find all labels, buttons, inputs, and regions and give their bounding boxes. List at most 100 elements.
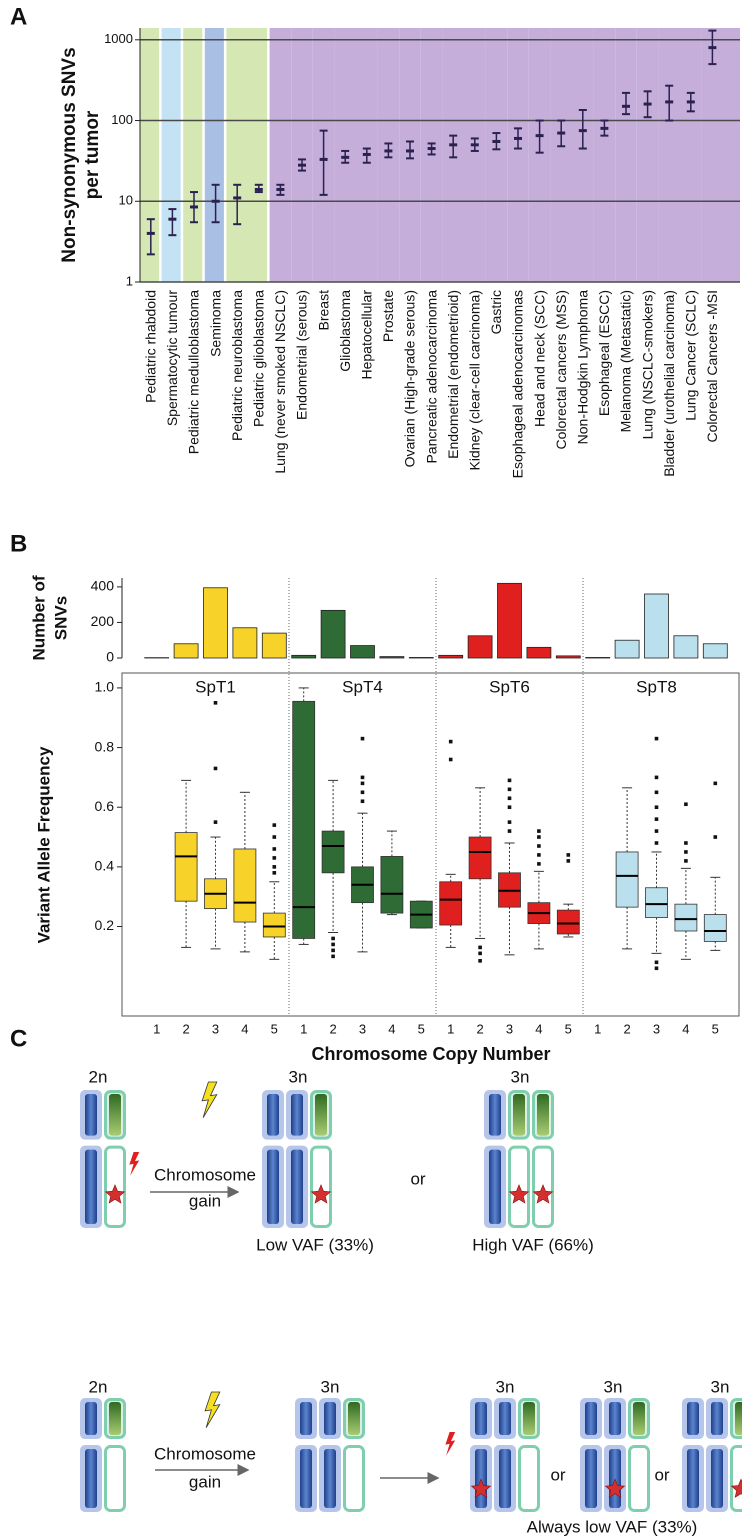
- chromosome-arm: [475, 1402, 487, 1436]
- outlier: [448, 739, 453, 744]
- chromosome-arm: [489, 1149, 501, 1224]
- box: [703, 914, 727, 942]
- mutation-star: [310, 1184, 332, 1204]
- x-tick-label: 2: [329, 1021, 336, 1036]
- x-tick-label: 5: [418, 1021, 425, 1036]
- chromosome-arm: [85, 1402, 97, 1436]
- x-tick-label: 2: [623, 1021, 630, 1036]
- chromosome-outline: [730, 1445, 742, 1512]
- outlier: [507, 805, 512, 810]
- box: [380, 856, 404, 914]
- outlier: [566, 859, 571, 863]
- background-band: [593, 28, 616, 282]
- outlier: [537, 853, 541, 857]
- x-tick-label: Endometrial (endometrioid): [445, 290, 461, 459]
- bar: [555, 655, 581, 659]
- chromosome-outline: [310, 1145, 332, 1229]
- chromosome-outline: [104, 1145, 126, 1229]
- outlier: [272, 847, 277, 851]
- background-band: [464, 28, 486, 282]
- x-tick-label: Ovarian (High-grade serous): [402, 290, 418, 467]
- chromosome-outline: [532, 1145, 554, 1229]
- action-label: gain: [189, 1191, 221, 1210]
- action-label: gain: [189, 1472, 221, 1491]
- bar: [261, 632, 287, 659]
- outlier: [213, 701, 218, 705]
- background-band: [658, 28, 680, 282]
- chromosome-arm: [85, 1094, 97, 1136]
- box: [645, 887, 668, 918]
- bar: [203, 587, 228, 659]
- x-tick-label: Breast: [315, 290, 331, 331]
- panel-label: C: [10, 1025, 27, 1052]
- box: [174, 832, 198, 902]
- mutation-star: [730, 1478, 742, 1498]
- x-tick-label: Colorectal cancers (MSS): [553, 290, 569, 450]
- outlier: [272, 865, 277, 869]
- series-label: SpT4: [342, 677, 383, 696]
- x-tick-label: 1: [447, 1021, 454, 1036]
- bar: [320, 609, 346, 659]
- bar: [702, 643, 728, 659]
- ploidy-label: 3n: [604, 1377, 623, 1396]
- outlier: [331, 948, 335, 953]
- outlier: [507, 796, 512, 801]
- ploidy-label: 3n: [496, 1377, 515, 1396]
- bar: [350, 645, 375, 659]
- x-tick-label: Pediatric rhabdoid: [143, 290, 159, 403]
- background-band: [528, 28, 551, 282]
- outlier: [360, 781, 365, 786]
- x-tick-label: 3: [359, 1021, 366, 1036]
- outlier: [272, 871, 277, 875]
- lightning: [204, 1391, 221, 1428]
- outlier: [360, 799, 365, 804]
- box: [262, 912, 286, 938]
- outlier: [713, 835, 718, 839]
- background-band: [572, 28, 594, 282]
- chromosome-arm: [513, 1094, 525, 1136]
- ploidy-label: 3n: [289, 1067, 308, 1086]
- x-tick-label: Lung (NSCLC-smokers): [639, 290, 655, 439]
- x-tick-label: Bladder (urothelial carcinoma): [661, 290, 677, 477]
- y-tick-label: 100: [111, 112, 133, 127]
- y-tick-label: 1: [126, 273, 133, 288]
- x-tick-label: Hepatocellular: [359, 290, 375, 380]
- x-tick-label: Colorectal Cancers -MSI: [704, 290, 720, 443]
- x-tick-label: 4: [388, 1021, 395, 1036]
- y-axis-label: Non-synonymous SNVs: [59, 47, 80, 262]
- x-tick-label: Endometrial (serous): [294, 290, 310, 420]
- mutation-star: [508, 1184, 530, 1204]
- y-tick-label: 1.0: [95, 679, 115, 695]
- chromosome-outline: [104, 1445, 126, 1513]
- chromosome-arm: [499, 1449, 511, 1508]
- chromosome-arm: [300, 1449, 312, 1508]
- chromosome-outline: [518, 1445, 540, 1513]
- x-tick-label: Non-Hodgkin Lymphoma: [575, 290, 591, 445]
- chromosome-arm: [324, 1449, 336, 1508]
- chromosome-arm: [267, 1094, 279, 1136]
- outlier: [272, 835, 277, 839]
- chromosome-arm: [711, 1402, 723, 1436]
- chromosome-arm: [489, 1094, 501, 1136]
- chromosome-outline: [343, 1445, 365, 1513]
- x-tick-label: 3: [653, 1021, 660, 1036]
- x-tick-label: Esophageal (ESCC): [596, 290, 612, 416]
- chromosome-arm: [291, 1149, 303, 1224]
- x-axis-label: Chromosome Copy Number: [311, 1044, 550, 1064]
- chromosome-arm: [109, 1402, 121, 1436]
- bar: [644, 593, 669, 659]
- x-tick-label: 1: [300, 1021, 307, 1036]
- mutation-star: [104, 1184, 126, 1204]
- y-tick-label: 0.6: [95, 798, 115, 814]
- bar: [438, 654, 464, 659]
- outlier: [507, 787, 512, 792]
- outlier: [507, 778, 512, 783]
- outlier: [654, 829, 659, 833]
- x-tick-label: Lung Cancer (SCLC): [683, 290, 699, 421]
- y-tick-label: 0: [106, 649, 114, 665]
- y-tick-label: 0.4: [95, 858, 115, 874]
- outlier: [448, 757, 453, 762]
- y-tick-label: 400: [91, 578, 115, 594]
- background-band: [636, 28, 659, 282]
